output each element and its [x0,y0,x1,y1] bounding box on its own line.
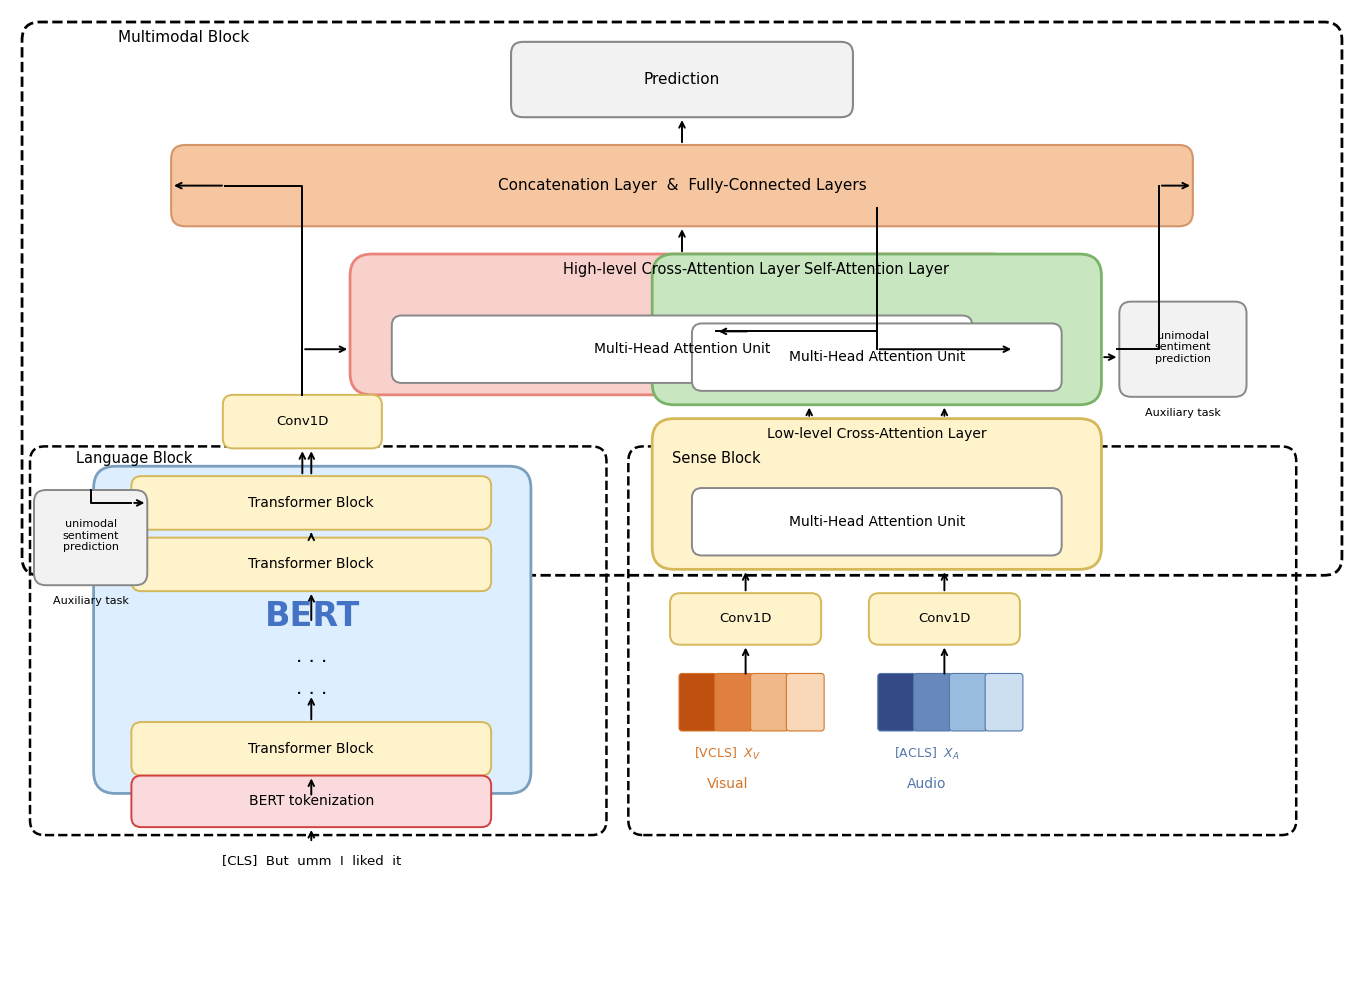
Text: [VCLS]  $X_V$: [VCLS] $X_V$ [694,745,761,762]
Text: Visual: Visual [707,777,749,791]
FancyBboxPatch shape [391,316,973,383]
Text: Transformer Block: Transformer Block [248,741,374,756]
FancyBboxPatch shape [869,594,1020,645]
FancyBboxPatch shape [170,145,1194,226]
Text: Transformer Block: Transformer Block [248,557,374,572]
Text: Conv1D: Conv1D [719,612,772,625]
Text: Multi-Head Attention Unit: Multi-Head Attention Unit [788,515,964,528]
FancyBboxPatch shape [222,394,382,449]
FancyBboxPatch shape [949,673,988,731]
Text: Concatenation Layer  &  Fully-Connected Layers: Concatenation Layer & Fully-Connected La… [498,178,866,193]
Text: Auxiliary task: Auxiliary task [1144,407,1221,418]
Text: Multimodal Block: Multimodal Block [119,31,250,45]
FancyBboxPatch shape [692,323,1061,390]
FancyBboxPatch shape [131,537,491,592]
Text: Sense Block: Sense Block [672,451,761,465]
Text: unimodal
sentiment
prediction: unimodal sentiment prediction [63,519,119,552]
Text: [ACLS]  $X_A$: [ACLS] $X_A$ [893,745,959,762]
FancyBboxPatch shape [878,673,915,731]
Text: Prediction: Prediction [644,72,720,87]
FancyBboxPatch shape [692,488,1061,555]
FancyBboxPatch shape [787,673,824,731]
FancyBboxPatch shape [34,490,147,586]
FancyBboxPatch shape [652,419,1101,569]
Text: BERT tokenization: BERT tokenization [248,795,374,809]
FancyBboxPatch shape [670,594,821,645]
Text: Auxiliary task: Auxiliary task [53,597,128,606]
Text: BERT: BERT [265,600,360,633]
FancyBboxPatch shape [914,673,951,731]
Text: Low-level Cross-Attention Layer: Low-level Cross-Attention Layer [767,428,986,442]
FancyBboxPatch shape [94,466,531,794]
FancyBboxPatch shape [512,41,852,117]
Text: Multi-Head Attention Unit: Multi-Head Attention Unit [593,342,771,356]
FancyBboxPatch shape [351,254,1013,394]
Text: [CLS]  But  umm  I  liked  it: [CLS] But umm I liked it [222,854,401,868]
FancyBboxPatch shape [715,673,753,731]
FancyBboxPatch shape [985,673,1023,731]
FancyBboxPatch shape [750,673,788,731]
FancyBboxPatch shape [652,254,1101,404]
Text: Conv1D: Conv1D [918,612,971,625]
FancyBboxPatch shape [1120,302,1247,396]
Text: · · ·: · · · [296,653,327,672]
Text: Transformer Block: Transformer Block [248,496,374,510]
Text: · · ·: · · · [296,685,327,704]
FancyBboxPatch shape [131,476,491,529]
Text: Language Block: Language Block [76,451,192,465]
Text: Conv1D: Conv1D [276,415,329,428]
Text: unimodal
sentiment
prediction: unimodal sentiment prediction [1155,330,1211,364]
FancyBboxPatch shape [131,722,491,776]
Text: Self-Attention Layer: Self-Attention Layer [805,262,949,277]
FancyBboxPatch shape [679,673,717,731]
Text: Multi-Head Attention Unit: Multi-Head Attention Unit [788,350,964,364]
FancyBboxPatch shape [131,776,491,827]
Text: High-level Cross-Attention Layer: High-level Cross-Attention Layer [563,262,801,277]
Text: Audio: Audio [907,777,947,791]
